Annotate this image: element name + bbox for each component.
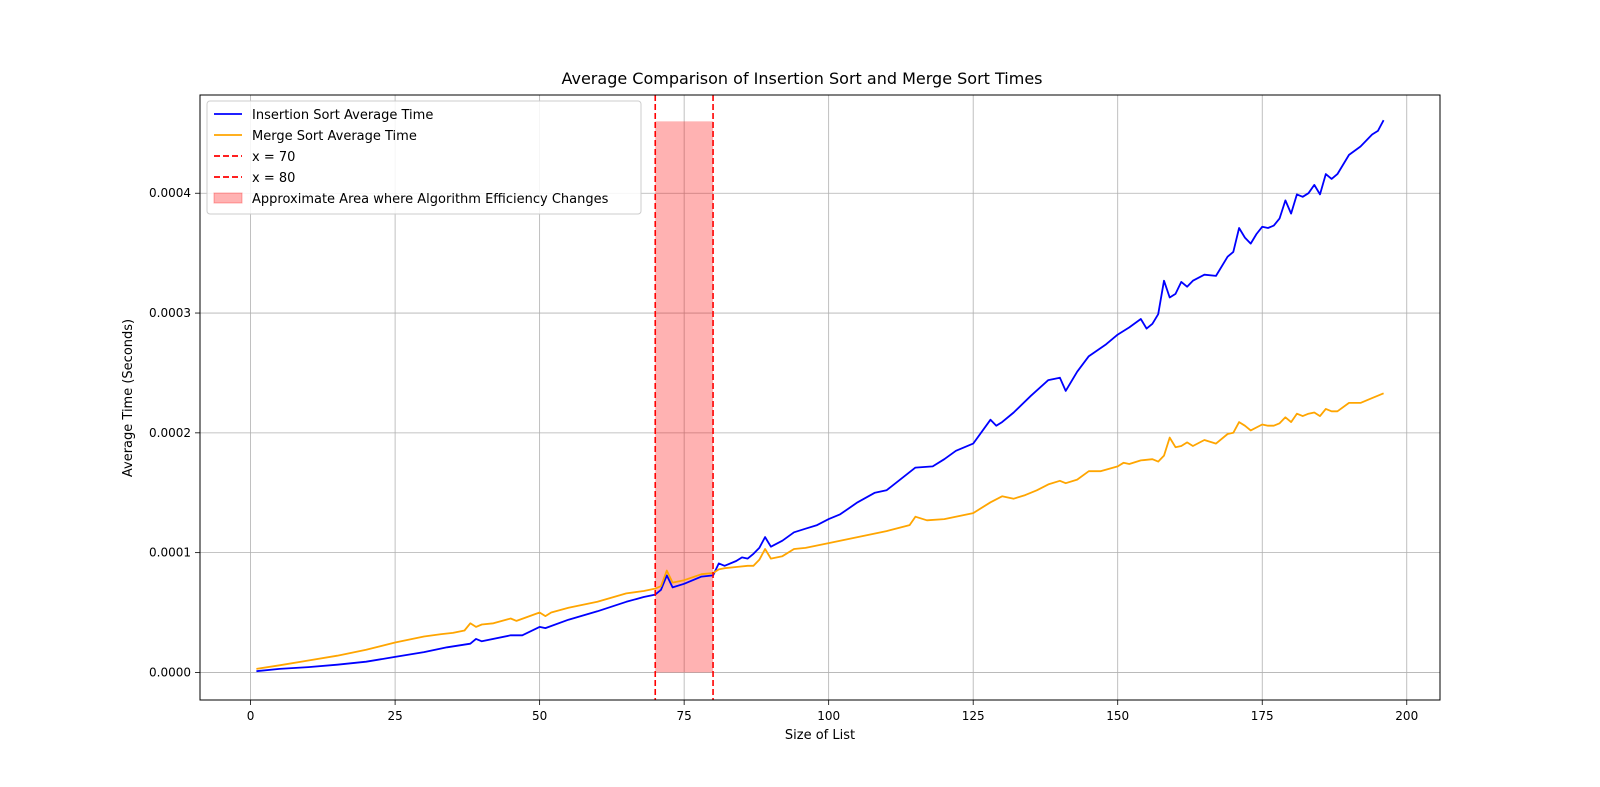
y-tick-label: 0.0000 (149, 665, 191, 679)
x-tick-label: 200 (1395, 709, 1418, 723)
y-tick-label: 0.0002 (149, 426, 191, 440)
x-tick-label: 175 (1251, 709, 1274, 723)
vertical-reference-lines (654, 95, 714, 700)
x-axis-label: Size of List (785, 728, 855, 743)
legend: Insertion Sort Average Time Merge Sort Av… (206, 100, 642, 215)
x-tick-label: 0 (247, 709, 255, 723)
efficiency-change-region (655, 121, 714, 673)
y-tick-label: 0.0004 (149, 186, 191, 200)
plot-frame (199, 94, 1441, 701)
y-axis-label: Average Time (Seconds) (121, 319, 136, 477)
legend-label: Merge Sort Average Time (252, 129, 417, 144)
series-lines (256, 119, 1385, 673)
legend-label: Insertion Sort Average Time (252, 108, 433, 123)
x-tick-label: 125 (962, 709, 985, 723)
x-tick-label: 25 (387, 709, 402, 723)
x-axis-ticks: 0 25 50 75 100 125 150 175 200 (247, 700, 1418, 723)
shaded-region-layer (655, 121, 714, 673)
chart-title: Average Comparison of Insertion Sort and… (561, 69, 1042, 88)
legend-box (206, 100, 642, 215)
legend-label: x = 70 (252, 150, 295, 165)
x-tick-label: 50 (532, 709, 547, 723)
x-tick-label: 100 (817, 709, 840, 723)
x-tick-label: 75 (677, 709, 692, 723)
y-tick-label: 0.0003 (149, 306, 191, 320)
y-axis-ticks: 0.0000 0.0001 0.0002 0.0003 0.0004 (149, 186, 200, 679)
merge-sort-line (256, 392, 1384, 670)
legend-label: x = 80 (252, 171, 295, 186)
y-tick-label: 0.0001 (149, 546, 191, 560)
insertion-sort-line (256, 119, 1385, 673)
x-tick-label: 150 (1106, 709, 1129, 723)
legend-label: Approximate Area where Algorithm Efficie… (252, 192, 609, 207)
legend-patch-swatch (213, 192, 243, 204)
